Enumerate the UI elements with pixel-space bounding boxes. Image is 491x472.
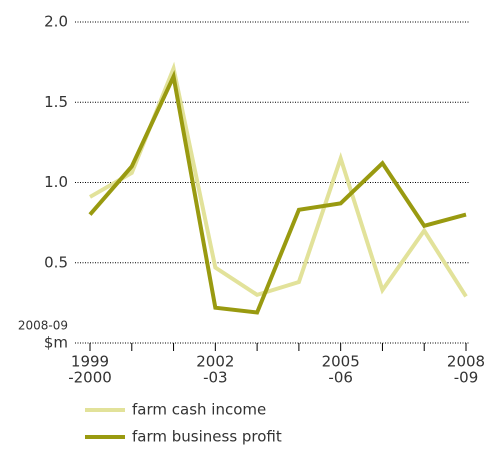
x-tick-label: -06 — [328, 369, 353, 387]
legend-label: farm cash income — [132, 401, 266, 419]
x-tick-label: -09 — [454, 369, 479, 387]
x-tick-label: -03 — [203, 369, 228, 387]
y-tick-label: 0.5 — [44, 253, 68, 271]
y-tick-label: 1.5 — [44, 93, 68, 111]
x-tick-label: -2000 — [68, 369, 112, 387]
legend-label: farm business profit — [132, 428, 282, 446]
y-tick-label: 2.0 — [44, 13, 68, 31]
x-tick-label: 2008 — [447, 353, 485, 371]
series-line — [88, 70, 467, 315]
y-unit-label: $m — [44, 334, 68, 352]
y-unit-label: 2008-09 — [18, 319, 68, 333]
x-tick-label: 1999 — [71, 353, 109, 371]
y-tick-label: 1.0 — [44, 173, 68, 191]
x-tick-label: 2005 — [322, 353, 360, 371]
x-tick-label: 2002 — [196, 353, 234, 371]
